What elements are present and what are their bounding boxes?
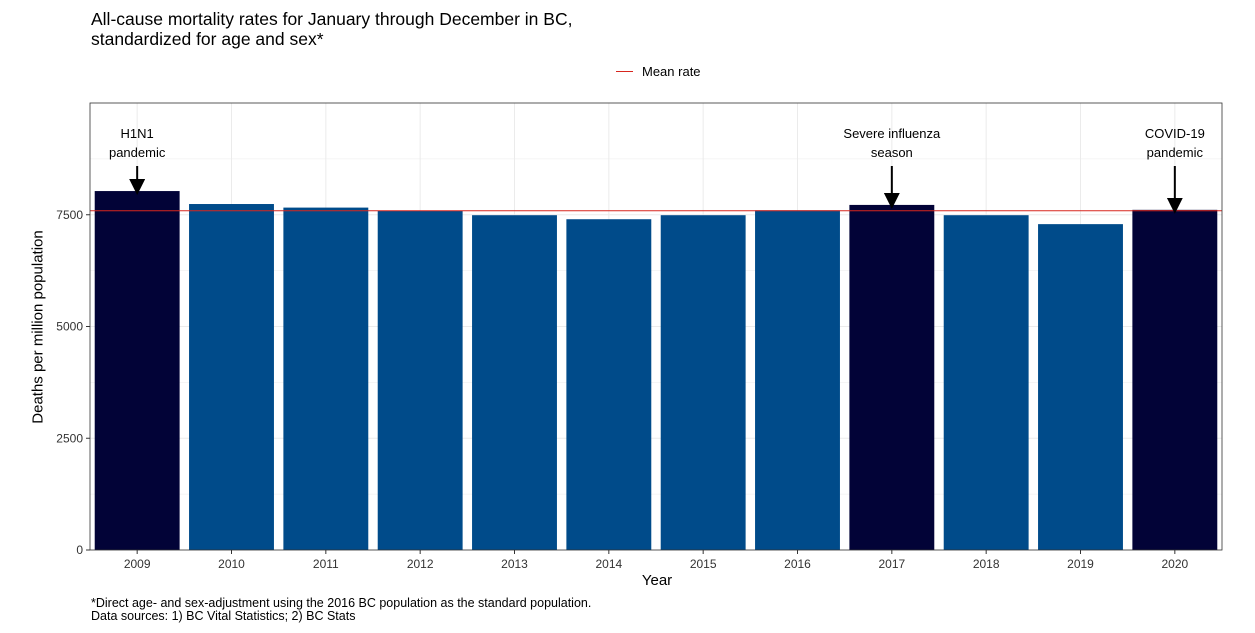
x-tick-label: 2016 xyxy=(784,557,811,571)
chart-title-line-1: All-cause mortality rates for January th… xyxy=(91,9,573,29)
caption: *Direct age- and sex-adjustment using th… xyxy=(91,597,591,623)
x-axis-label: Year xyxy=(641,572,673,589)
annotations: H1N1 pandemic Severe influenza season COVID-… xyxy=(109,126,1205,214)
y-tick-label: 0 xyxy=(76,543,83,557)
bar-2018 xyxy=(943,215,1029,550)
x-tick-label: 2013 xyxy=(501,557,528,571)
bar-2011 xyxy=(283,207,369,550)
y-tick-label: 2500 xyxy=(56,431,83,445)
annotation-label-2017: Severe influenza xyxy=(843,126,941,141)
x-tick-label: 2012 xyxy=(407,557,434,571)
bar-2010 xyxy=(189,204,274,550)
bar-2013 xyxy=(472,215,557,550)
caption-line-2: Data sources: 1) BC Vital Statistics; 2)… xyxy=(91,609,356,623)
chart-title: All-cause mortality rates for January th… xyxy=(91,9,572,49)
bar-2015 xyxy=(660,215,746,550)
x-tick-label: 2014 xyxy=(595,557,622,571)
caption-line-1: *Direct age- and sex-adjustment using th… xyxy=(91,596,592,610)
x-tick-label: 2010 xyxy=(218,557,245,571)
axes: 0 2500 5000 7500 2009 2010 2011 2012 2013 2014 201… xyxy=(56,208,1188,571)
y-tick-label: 7500 xyxy=(56,208,83,222)
bar-2009 xyxy=(94,191,180,550)
bar-2020 xyxy=(1132,209,1218,550)
annotation-label-2009: pandemic xyxy=(109,145,166,160)
mean-rate-legend-label: Mean rate xyxy=(642,64,701,79)
annotation-label-2017: season xyxy=(871,145,913,160)
x-tick-label: 2019 xyxy=(1067,557,1094,571)
bar-2012 xyxy=(377,210,463,551)
x-tick-label: 2015 xyxy=(690,557,717,571)
annotation-label-2020: COVID-19 xyxy=(1145,126,1205,141)
bar-2016 xyxy=(755,210,840,550)
bar-2019 xyxy=(1038,224,1123,550)
x-tick-label: 2009 xyxy=(124,557,151,571)
mean-rate-legend-swatch xyxy=(616,71,633,72)
chart-title-line-2: standardized for age and sex* xyxy=(91,29,324,49)
x-tick-label: 2020 xyxy=(1161,557,1188,571)
bar-2014 xyxy=(566,219,652,550)
x-tick-label: 2017 xyxy=(878,557,905,571)
bar-2017 xyxy=(849,204,935,550)
bars xyxy=(94,191,1218,551)
x-tick-label: 2011 xyxy=(313,557,339,571)
x-tick-label: 2018 xyxy=(973,557,1000,571)
annotation-label-2009: H1N1 xyxy=(121,126,154,141)
y-tick-label: 5000 xyxy=(56,320,83,334)
legend: Mean rate xyxy=(616,64,701,79)
annotation-label-2020: pandemic xyxy=(1147,145,1204,160)
